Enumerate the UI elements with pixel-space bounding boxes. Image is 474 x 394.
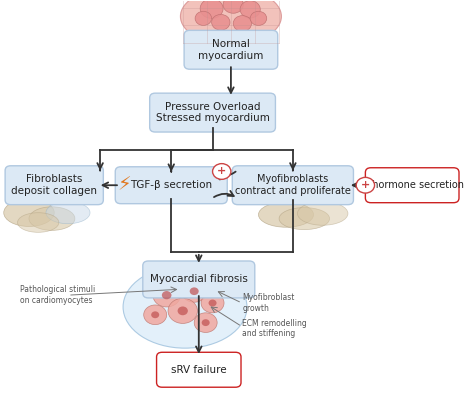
Text: ⚡: ⚡ — [117, 175, 131, 194]
Circle shape — [240, 1, 260, 18]
Circle shape — [356, 177, 374, 193]
Circle shape — [194, 313, 217, 333]
Circle shape — [168, 298, 197, 323]
Circle shape — [201, 319, 210, 326]
Circle shape — [151, 311, 159, 318]
Text: Pressure Overload
Stressed myocardium: Pressure Overload Stressed myocardium — [155, 102, 270, 123]
Circle shape — [182, 280, 207, 302]
Ellipse shape — [123, 266, 247, 348]
Text: Myofibroblast
growth: Myofibroblast growth — [242, 293, 295, 313]
Ellipse shape — [279, 208, 329, 230]
Text: ECM remodelling
and stiffening: ECM remodelling and stiffening — [242, 319, 307, 338]
Circle shape — [233, 16, 252, 31]
Circle shape — [200, 0, 223, 19]
Text: +: + — [217, 167, 227, 177]
FancyBboxPatch shape — [156, 352, 241, 387]
FancyBboxPatch shape — [115, 167, 227, 204]
Circle shape — [190, 287, 199, 295]
Text: Normal
myocardium: Normal myocardium — [198, 39, 264, 61]
FancyBboxPatch shape — [5, 166, 103, 204]
FancyBboxPatch shape — [184, 30, 278, 69]
FancyBboxPatch shape — [232, 166, 354, 204]
Circle shape — [195, 11, 211, 26]
Text: +: + — [361, 180, 370, 190]
Ellipse shape — [46, 202, 90, 224]
Circle shape — [209, 299, 217, 307]
Circle shape — [212, 164, 231, 179]
Ellipse shape — [258, 202, 313, 227]
Text: TGF-β secretion: TGF-β secretion — [130, 180, 212, 190]
Circle shape — [211, 15, 230, 30]
Circle shape — [201, 293, 224, 313]
Circle shape — [223, 0, 243, 13]
Text: Myofibroblasts
contract and proliferate: Myofibroblasts contract and proliferate — [235, 175, 351, 196]
Ellipse shape — [181, 0, 282, 45]
FancyBboxPatch shape — [150, 93, 275, 132]
Text: Fibroblasts
deposit collagen: Fibroblasts deposit collagen — [11, 175, 97, 196]
FancyBboxPatch shape — [365, 168, 459, 203]
Circle shape — [178, 307, 188, 315]
Ellipse shape — [18, 213, 59, 232]
Circle shape — [162, 291, 172, 299]
Ellipse shape — [4, 199, 54, 227]
FancyBboxPatch shape — [143, 261, 255, 298]
Text: Myocardial fibrosis: Myocardial fibrosis — [150, 275, 248, 284]
Circle shape — [153, 283, 181, 307]
Text: ↑ hormone secretion: ↑ hormone secretion — [361, 180, 464, 190]
Text: sRV failure: sRV failure — [171, 365, 227, 375]
Text: Pathological stimuli
on cardiomyocytes: Pathological stimuli on cardiomyocytes — [20, 285, 95, 305]
Circle shape — [250, 11, 267, 26]
Ellipse shape — [298, 202, 348, 225]
Circle shape — [144, 305, 167, 325]
Ellipse shape — [29, 207, 75, 230]
